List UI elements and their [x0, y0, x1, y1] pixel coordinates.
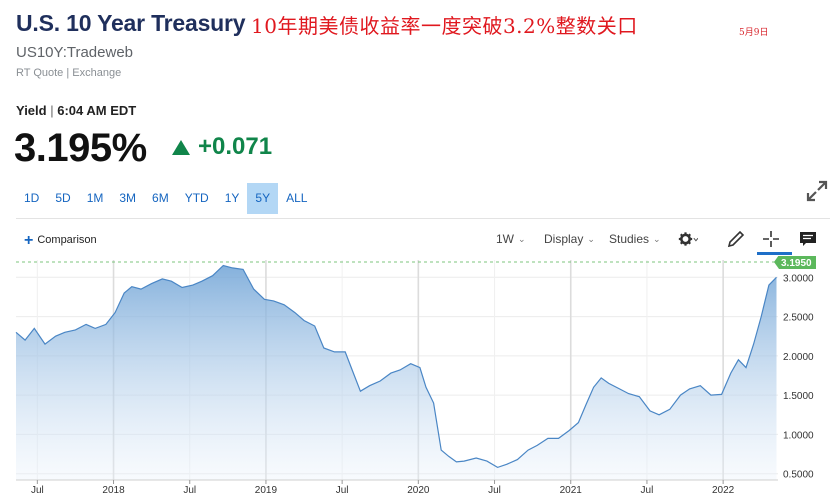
x-tick-label: 2020 — [407, 485, 430, 496]
range-1y[interactable]: 1Y — [224, 191, 240, 205]
overlay-caption: 10年期美债收益率一度突破3.2%整数关口 — [251, 14, 638, 38]
crosshair-icon[interactable] — [761, 229, 781, 249]
display-label: Display — [544, 232, 584, 246]
x-tick-label: Jul — [183, 485, 196, 496]
x-axis: Jul 2018 Jul 2019 Jul 2020 Jul 2021 Jul 2022 — [16, 479, 778, 496]
range-6m[interactable]: 6M — [152, 191, 169, 205]
last-price: 3.195% — [14, 126, 147, 170]
x-tick-label: Jul — [336, 485, 349, 496]
up-arrow-icon — [172, 139, 190, 155]
y-tick-label: 0.5000 — [783, 470, 814, 481]
expand-icon[interactable] — [806, 180, 828, 202]
range-5d[interactable]: 5D — [55, 191, 71, 205]
x-tick-label: 2021 — [560, 485, 583, 496]
range-1m[interactable]: 1M — [86, 191, 104, 205]
range-1d[interactable]: 1D — [24, 191, 40, 205]
page-title: U.S. 10 Year Treasury — [16, 10, 246, 36]
x-tick-label: 2022 — [712, 485, 735, 496]
chevron-down-icon: ⌄ — [518, 233, 526, 244]
x-tick-label: Jul — [31, 485, 44, 496]
pencil-draw-icon[interactable] — [726, 229, 746, 249]
range-ytd[interactable]: YTD — [184, 191, 209, 205]
toolbar-divider — [16, 218, 830, 219]
comment-icon[interactable] — [798, 229, 818, 249]
chevron-down-icon: ⌄ — [587, 233, 595, 244]
interval-label: 1W — [496, 232, 514, 246]
chevron-down-icon: ⌄ — [653, 233, 661, 244]
range-3m[interactable]: 3M — [119, 191, 137, 205]
y-axis: 0.5000 1.0000 1.5000 2.0000 2.5000 3.0000 — [783, 273, 814, 480]
y-tick-label: 1.5000 — [783, 391, 814, 402]
range-selector: 1D 5D 1M 3M 6M YTD 1Y 5Y ALL — [16, 183, 315, 214]
yield-chart[interactable]: 0.5000 1.0000 1.5000 2.0000 2.5000 3.0000 Jul… — [0, 256, 834, 500]
yield-area — [16, 265, 777, 480]
yield-label: Yield — [16, 103, 47, 118]
x-tick-label: Jul — [488, 485, 501, 496]
studies-label: Studies — [609, 232, 650, 246]
studies-dropdown[interactable]: Studies ⌄ — [609, 232, 661, 246]
crosshair-active-indicator — [757, 252, 792, 255]
y-tick-label: 2.5000 — [783, 313, 814, 324]
x-tick-label: Jul — [641, 485, 654, 496]
y-tick-label: 2.0000 — [783, 352, 814, 363]
settings-gear-icon[interactable] — [678, 229, 698, 249]
range-all[interactable]: ALL — [286, 191, 308, 205]
yield-timestamp: Yield | 6:04 AM EDT — [16, 103, 136, 118]
interval-dropdown[interactable]: 1W ⌄ — [496, 232, 526, 246]
price-change: +0.071 — [172, 133, 272, 161]
plus-icon: + — [24, 231, 34, 249]
symbol-subtitle: US10Y:Tradeweb — [16, 44, 134, 61]
range-5y[interactable]: 5Y — [247, 183, 279, 214]
y-tick-label: 1.0000 — [783, 430, 814, 441]
quote-time: 6:04 AM EDT — [57, 103, 137, 118]
current-value-label: 3.1950 — [781, 258, 812, 269]
x-tick-label: 2018 — [102, 485, 125, 496]
yield-separator: | — [50, 103, 54, 118]
current-value-badge: 3.1950 — [774, 256, 816, 269]
y-tick-label: 3.0000 — [783, 273, 814, 284]
change-value: +0.071 — [198, 133, 273, 160]
date-note: 5月9日 — [739, 28, 769, 38]
yield-line — [15, 264, 777, 469]
quote-source: RT Quote | Exchange — [16, 67, 122, 79]
comparison-label: Comparison — [37, 234, 97, 246]
display-dropdown[interactable]: Display ⌄ — [544, 232, 595, 246]
x-tick-label: 2019 — [255, 485, 278, 496]
comparison-button[interactable]: + Comparison — [24, 231, 97, 249]
